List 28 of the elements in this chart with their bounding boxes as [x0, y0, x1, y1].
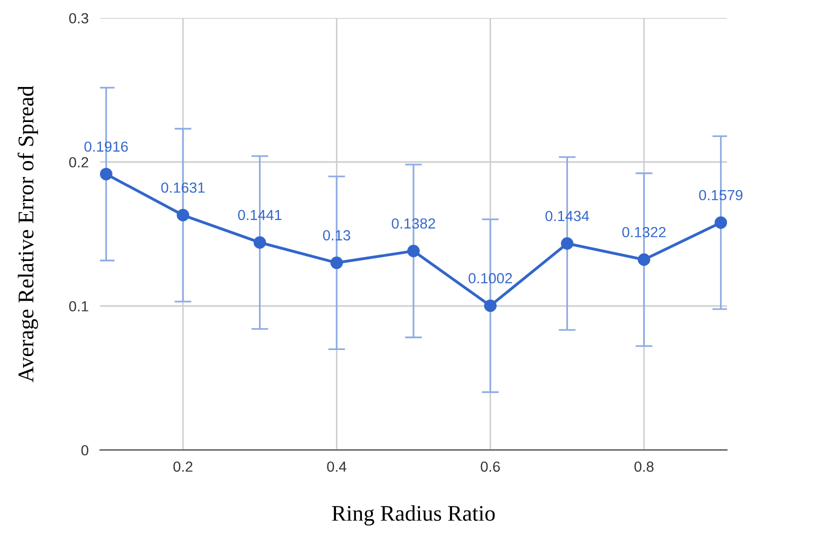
x-tick-label: 0.2 [173, 461, 192, 472]
y-tick-label: 0.2 [69, 157, 88, 168]
point [714, 216, 727, 229]
y-tick-label: 0 [81, 445, 88, 456]
data-label: 0.1631 [161, 182, 205, 193]
x-tick-label: 0.4 [327, 461, 346, 472]
x-axis-title: Ring Radius Ratio [332, 505, 495, 526]
data-label: 0.1916 [84, 141, 128, 152]
data-label: 0.13 [323, 230, 350, 240]
y-tick-label: 0.3 [69, 13, 88, 24]
point [176, 208, 190, 222]
point [560, 237, 574, 250]
data-label: 0.1579 [699, 190, 742, 200]
x-tick-label: 0.8 [634, 461, 654, 472]
point [330, 256, 343, 270]
data-label: 0.1441 [238, 210, 282, 220]
data-label: 0.1002 [468, 273, 512, 284]
point [100, 168, 112, 180]
y-tick-label: 0.1 [69, 301, 88, 312]
point [254, 236, 266, 249]
data-label: 0.1322 [622, 226, 666, 238]
data-label: 0.1382 [392, 218, 436, 229]
data-label: 0.1434 [545, 210, 590, 222]
point [484, 299, 497, 312]
point [407, 244, 420, 258]
y-axis-title: Average Relative Error of Spread [18, 86, 38, 382]
x-tick-label: 0.6 [480, 461, 500, 472]
point [638, 253, 650, 266]
